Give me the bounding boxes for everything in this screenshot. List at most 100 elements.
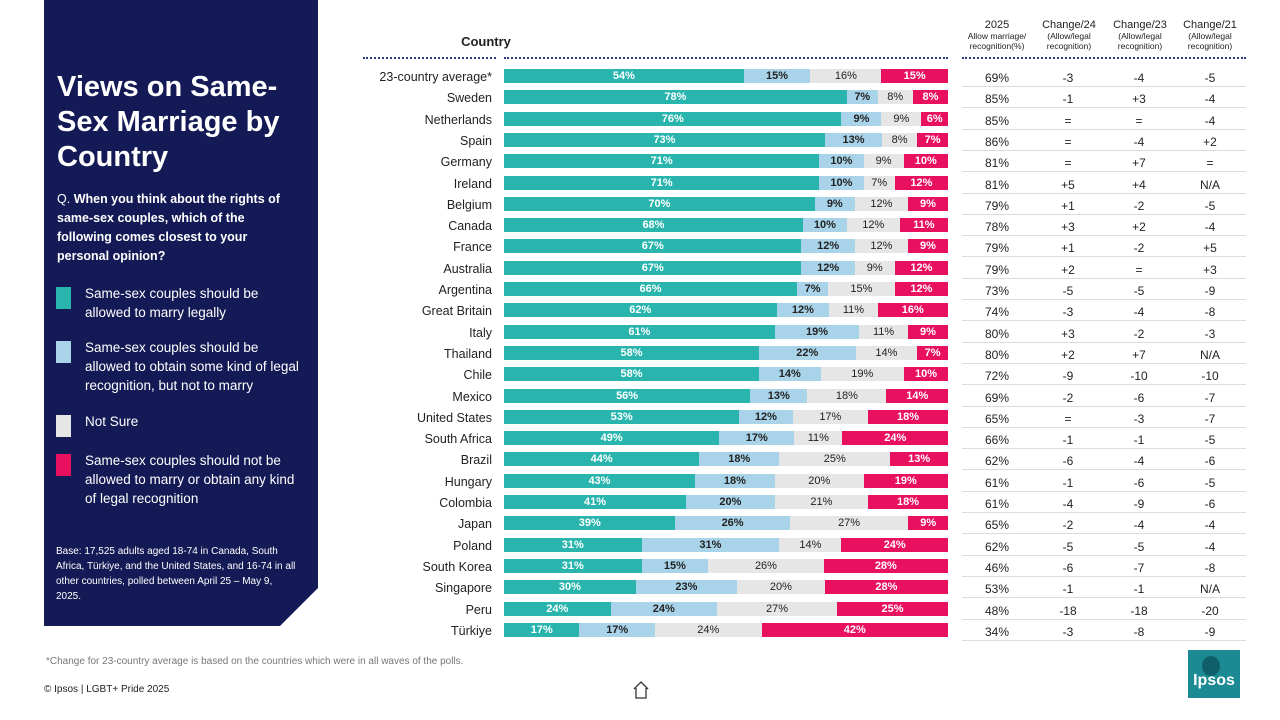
- value-cell: 46%: [984, 560, 1010, 575]
- value-cell: =: [1206, 156, 1214, 171]
- bar-segment: 7%: [797, 282, 829, 296]
- bar-segment: 53%: [504, 409, 740, 424]
- country-label: Brazil: [460, 453, 492, 468]
- value-cell: =: [1064, 113, 1072, 128]
- value-cell: =: [1064, 411, 1072, 426]
- header-2025: 2025 Allow marriage/recognition(%): [967, 19, 1027, 51]
- value-cell: -7: [1133, 560, 1145, 575]
- bar-segment: 67%: [504, 260, 802, 275]
- bar-segment: 9%: [908, 239, 948, 254]
- value-cell: +3: [1132, 92, 1146, 107]
- bar-segment: 27%: [789, 516, 909, 531]
- value-cell: =: [1064, 156, 1072, 171]
- bar-segment: 70%: [504, 196, 815, 211]
- bar-segment: 17%: [792, 409, 869, 424]
- bar-segment: 73%: [504, 132, 825, 147]
- bar-segment: 12%: [854, 239, 909, 254]
- value-cell: +5: [1203, 241, 1217, 256]
- value-cell: 69%: [984, 71, 1010, 85]
- bar-segment: 24%: [841, 537, 948, 552]
- value-cell: -10: [1130, 369, 1148, 384]
- chart-row: Argentina 66% 7% 15% 12% 73% -5 -5 -9: [0, 280, 1280, 301]
- value-cell: -5: [1204, 475, 1216, 490]
- bar-segment: 10%: [802, 218, 847, 233]
- country-label: Poland: [453, 538, 492, 553]
- value-cell: -6: [1204, 454, 1216, 469]
- value-cell: 79%: [984, 241, 1010, 256]
- bar-segment: 9%: [814, 196, 855, 211]
- value-cell: +2: [1061, 347, 1075, 362]
- value-cell: -20: [1201, 603, 1219, 618]
- bar-segment: 62%: [504, 303, 777, 318]
- bar-segment: 71%: [504, 154, 820, 169]
- bar-segment: 67%: [504, 239, 802, 254]
- value-cell: 72%: [984, 369, 1010, 384]
- bar-segment: 58%: [504, 367, 759, 382]
- bar-segment: 8%: [912, 90, 948, 105]
- question-text: When you think about the rights of same-…: [57, 192, 280, 263]
- value-cell: -4: [1133, 71, 1145, 85]
- bar-segment: 27%: [717, 601, 837, 616]
- value-cell: -4: [1204, 220, 1216, 235]
- bar-segment: 14%: [779, 537, 842, 552]
- survey-question: Q. When you think about the rights of sa…: [57, 190, 302, 266]
- value-cell: -5: [1133, 284, 1145, 298]
- chart-row: Sweden 78% 7% 8% 8% 85% -1 +3 -4: [0, 88, 1280, 109]
- value-cell: -4: [1133, 305, 1145, 320]
- bar-segment: 8%: [882, 132, 918, 147]
- row-divider: [962, 405, 1246, 407]
- value-cell: -7: [1204, 411, 1216, 426]
- row-divider: [962, 618, 1246, 620]
- bar-segment: 11%: [859, 324, 909, 339]
- value-cell: -6: [1133, 390, 1145, 405]
- country-label: Italy: [469, 325, 492, 340]
- value-cell: -10: [1201, 369, 1219, 384]
- legend-swatch: [56, 287, 71, 309]
- country-label: Spain: [460, 133, 492, 148]
- bar-segment: 16%: [877, 303, 948, 318]
- bar-segment: 18%: [868, 495, 948, 509]
- bar-segment: 58%: [504, 345, 759, 360]
- sidebar-panel: Views on Same-Sex Marriage by Country Q.…: [44, 0, 318, 626]
- country-label: United States: [416, 410, 492, 425]
- row-divider: [962, 554, 1246, 556]
- bar-segment: 12%: [801, 260, 855, 275]
- value-cell: +1: [1061, 198, 1075, 213]
- country-label: Belgium: [446, 197, 492, 212]
- legend-label: Not Sure: [85, 414, 139, 429]
- bar-segment: 9%: [841, 111, 882, 126]
- bar-segment: 9%: [881, 111, 922, 126]
- home-icon[interactable]: [632, 680, 650, 700]
- bar-segment: 25%: [779, 452, 891, 467]
- logo-mark: [1202, 656, 1220, 676]
- value-cell: -4: [1062, 497, 1074, 511]
- value-cell: N/A: [1199, 177, 1220, 192]
- value-cell: 34%: [984, 624, 1010, 639]
- bar-segment: 43%: [504, 473, 695, 488]
- value-cell: -8: [1133, 624, 1145, 639]
- value-cell: 66%: [984, 433, 1010, 448]
- bar-segment: 17%: [579, 622, 655, 637]
- country-label: Colombia: [439, 496, 492, 510]
- value-cell: 74%: [984, 305, 1010, 320]
- value-cell: -2: [1062, 518, 1074, 533]
- page-title: Views on Same-Sex Marriage by Country: [57, 71, 280, 173]
- chart-row: Peru 24% 24% 27% 25% 48% -18 -18 -20: [0, 600, 1280, 621]
- row-divider: [962, 469, 1246, 471]
- bar-segment: 11%: [794, 431, 843, 446]
- value-cell: 78%: [984, 220, 1010, 235]
- header-divider: [504, 57, 948, 59]
- chart-row: Spain 73% 13% 8% 7% 86% = -4 +2: [0, 131, 1280, 152]
- value-cell: +4: [1132, 177, 1146, 192]
- value-cell: 85%: [984, 113, 1010, 128]
- bar-segment: 20%: [686, 495, 775, 509]
- row-divider: [962, 341, 1246, 343]
- bar-segment: 66%: [504, 282, 798, 296]
- bar-segment: 8%: [877, 90, 913, 105]
- bar-segment: 71%: [504, 175, 820, 190]
- bar-segment: 17%: [719, 431, 795, 446]
- row-divider: [962, 426, 1246, 428]
- bar-segment: 10%: [819, 154, 864, 169]
- row-divider: [962, 86, 1246, 87]
- bar-segment: 17%: [504, 622, 580, 637]
